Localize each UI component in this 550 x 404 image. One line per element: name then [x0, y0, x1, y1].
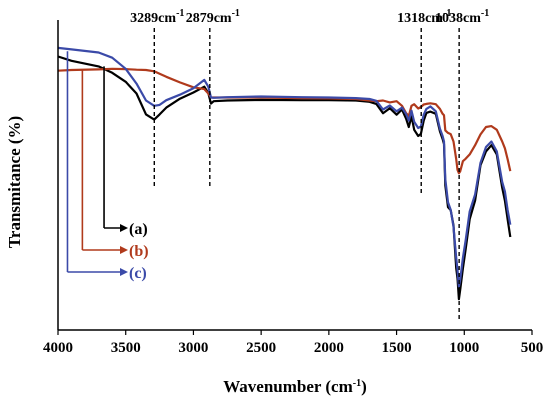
legend-arrowhead-0	[120, 224, 128, 232]
x-tick-label: 2000	[314, 340, 344, 356]
series-line-a	[57, 55, 512, 301]
x-axis-title: Wavenumber (cm-1)	[223, 377, 367, 396]
axes: 4000 3500 3000 2500 2000 1500 1000 500 Wavenumbe…	[5, 20, 543, 396]
legend-label-2: (c)	[129, 265, 147, 282]
peak-label-3289: 3289cm-1	[130, 8, 184, 26]
x-tick-label: 3500	[111, 340, 141, 356]
legend: (a) (b) (c)	[66, 51, 149, 282]
x-tick-label: 1000	[449, 340, 479, 356]
series-layer	[57, 46, 512, 301]
legend-arrowhead-2	[120, 268, 128, 276]
legend-label-1: (b)	[129, 243, 149, 260]
x-tick-label: 2500	[246, 340, 276, 356]
legend-arrowhead-1	[120, 246, 128, 254]
series-line-b	[57, 67, 512, 175]
peak-label-1038: 1038cm-1	[435, 8, 489, 26]
x-tick-label: 4000	[43, 340, 73, 356]
y-axis-title: Transmitance (%)	[5, 116, 24, 248]
series-line-c	[57, 46, 512, 288]
x-tick-label: 1500	[382, 340, 412, 356]
x-tick-label: 500	[521, 340, 544, 356]
x-tick-label: 3000	[178, 340, 208, 356]
peak-label-2879: 2879cm-1	[186, 8, 240, 26]
peak-label-1318: 1318cm-1	[397, 8, 451, 26]
legend-label-0: (a)	[129, 221, 148, 238]
